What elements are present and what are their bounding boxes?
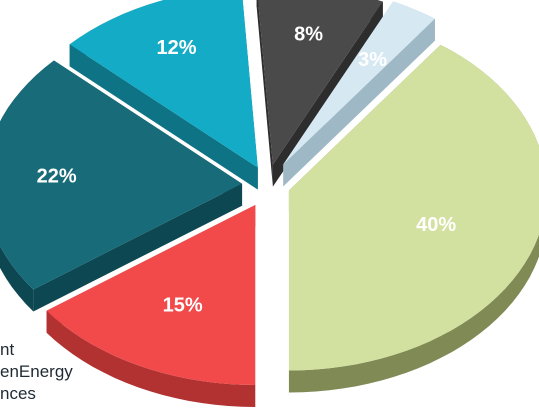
pie-slice-face	[46, 204, 256, 385]
pie-label-22pct: 22%	[37, 166, 77, 188]
pie-slice-face	[69, 0, 258, 168]
legend-text-3: nces	[0, 384, 36, 403]
pie-label-40pct: 40%	[416, 214, 456, 236]
pie-slice-face	[283, 1, 435, 165]
pie-slice-12pct	[69, 0, 258, 190]
pie-slice-edge	[69, 44, 258, 190]
pie-label-12pct: 12%	[156, 37, 196, 59]
pie-slice-face	[288, 44, 539, 371]
legend-text-2: enEnergy	[0, 362, 73, 381]
pie-slice-40pct	[288, 44, 539, 393]
pie-slice-3pct	[283, 1, 435, 187]
pie-slice-edge	[256, 0, 273, 187]
pie-slice-edge	[33, 183, 243, 312]
pie-slice-15pct	[46, 204, 256, 407]
pie-slice-face	[258, 0, 383, 165]
pie-slice-side	[46, 310, 256, 407]
pie-slice-22pct	[0, 60, 243, 312]
pie-slice-face	[0, 60, 243, 290]
pie-label-3pct: 3%	[358, 49, 387, 71]
pie-slice-edge	[283, 18, 435, 187]
legend-text-1: nt	[0, 340, 15, 359]
pie-label-15pct: 15%	[163, 294, 203, 316]
pie-label-8pct: 8%	[294, 24, 323, 46]
